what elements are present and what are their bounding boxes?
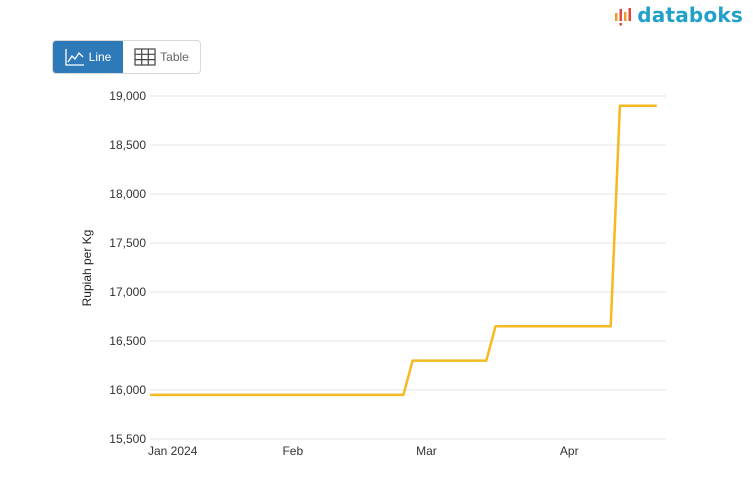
x-tick-label: Apr [560,444,579,458]
y-tick-label: 17,000 [109,285,146,299]
x-axis: Jan 2024 Feb Mar Apr [148,444,579,458]
table-view-button[interactable]: Table [123,41,200,73]
line-chart-icon [65,49,84,66]
brand-name: databoks [637,3,743,27]
y-axis: 19,000 18,500 18,000 17,500 17,000 16,500 16,0… [109,89,146,446]
x-tick-label: Feb [282,444,303,458]
x-tick-label: Jan 2024 [148,444,198,458]
databoks-logo: databoks [613,2,743,28]
view-toggle: Line Table [52,40,201,74]
table-icon [134,48,156,66]
line-view-button[interactable]: Line [53,41,123,73]
line-view-label: Line [88,50,112,64]
y-tick-label: 15,500 [109,432,146,446]
y-tick-label: 16,000 [109,383,146,397]
y-tick-label: 18,500 [109,138,146,152]
databoks-logo-icon [615,8,632,26]
chart-grid [150,95,666,440]
y-tick-label: 19,000 [109,89,146,103]
table-view-label: Table [160,50,189,64]
y-tick-label: 17,500 [109,236,146,250]
chart-series [150,104,657,397]
x-tick-label: Mar [416,444,437,458]
y-axis-title: Rupiah per Kg [80,230,94,307]
y-tick-label: 18,000 [109,187,146,201]
y-tick-label: 16,500 [109,334,146,348]
series-line [150,104,657,397]
